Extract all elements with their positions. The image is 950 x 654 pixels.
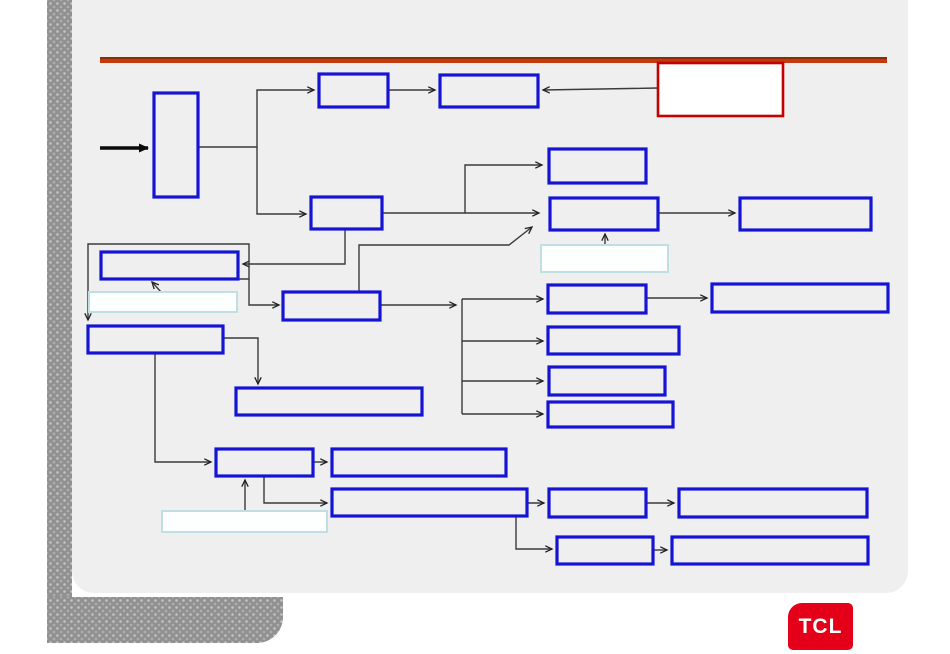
node-box-i: [281, 290, 382, 322]
connector-o-q: [154, 353, 213, 466]
node-box-c: [309, 195, 384, 231]
sidebar-pattern-strip: [47, 0, 72, 643]
connector-note-g-up: [150, 280, 162, 293]
node-box-u: [547, 487, 648, 519]
node-box-f: [738, 196, 873, 232]
tcl-logo-label: TCL: [798, 614, 843, 638]
node-box-v: [677, 487, 869, 519]
node-box-r: [330, 447, 508, 478]
connector-i-e-diag: [358, 226, 534, 292]
title-divider-rule: [100, 57, 887, 63]
node-box-q: [214, 447, 315, 478]
node-box-b: [438, 73, 540, 109]
node-box-j: [546, 283, 648, 315]
node-start-tall-box: [152, 91, 200, 199]
node-box-x: [670, 535, 870, 566]
connector-start-a: [198, 86, 316, 148]
sidebar-pattern-corner: [47, 597, 283, 643]
tcl-logo: TCL: [788, 603, 853, 650]
node-callout-red: [656, 61, 785, 118]
node-note-q: [161, 510, 328, 533]
connector-s-w: [515, 516, 554, 553]
node-box-g: [99, 250, 240, 281]
connector-q-s: [263, 476, 329, 507]
connector-red-b: [541, 86, 659, 94]
node-box-s: [330, 487, 529, 518]
node-box-n: [710, 282, 890, 314]
node-box-o: [86, 324, 225, 355]
node-box-k: [546, 325, 681, 356]
node-box-w: [555, 535, 655, 566]
node-note-g: [88, 291, 238, 313]
node-box-a: [317, 72, 390, 109]
connector-o-p: [223, 337, 262, 386]
node-box-e: [548, 196, 660, 232]
node-box-d: [547, 147, 648, 185]
connector-c-d: [464, 161, 544, 213]
node-box-p: [234, 386, 424, 417]
connector-start-c: [256, 147, 308, 218]
connector-g-loop-i: [248, 279, 281, 309]
node-note-e: [540, 244, 669, 273]
node-box-m: [546, 400, 675, 429]
connector-c-g: [241, 229, 346, 268]
node-box-l: [547, 365, 667, 397]
